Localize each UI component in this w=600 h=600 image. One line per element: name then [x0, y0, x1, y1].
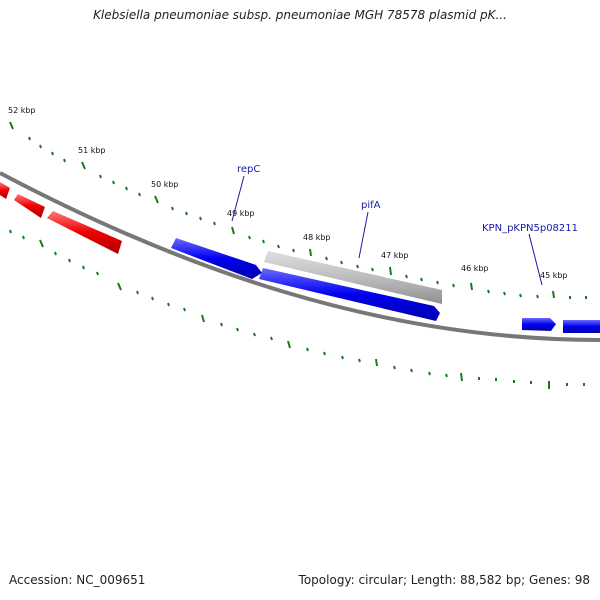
tick-label: 47 kbp — [381, 251, 409, 260]
tick-major — [117, 282, 122, 291]
tick-minor — [82, 265, 85, 270]
tick-minor — [420, 277, 423, 282]
tick-label: 49 kbp — [227, 209, 255, 218]
tick-minor — [253, 332, 256, 337]
tick-labels: 52 kbp 51 kbp 50 kbp 49 kbp 48 kbp 47 kb… — [8, 106, 568, 280]
tick-minor — [503, 291, 506, 296]
tick-minor — [125, 186, 128, 191]
tick-label: 51 kbp — [78, 146, 106, 155]
gene-forward-repC[interactable] — [171, 238, 262, 279]
tick-minor — [96, 271, 99, 276]
tick-major — [470, 282, 473, 291]
tick-major — [9, 121, 14, 130]
inner-tick-track — [9, 229, 585, 389]
tick-minor — [487, 289, 490, 294]
gene-labels: repC pifA KPN_pKPN5p08211 — [237, 164, 578, 234]
tick-minor — [393, 365, 396, 370]
tick-minor — [68, 258, 71, 263]
tick-minor — [185, 211, 188, 216]
tick-minor — [323, 351, 326, 356]
tick-minor — [167, 302, 170, 307]
tick-minor — [151, 296, 154, 301]
tick-label: 46 kbp — [461, 264, 489, 273]
topology-summary: Topology: circular; Length: 88,582 bp; G… — [298, 573, 590, 587]
tick-minor — [213, 221, 216, 226]
gene-label-leaders — [231, 175, 543, 286]
gene-label-pifA: pifA — [361, 200, 381, 211]
tick-major — [375, 358, 378, 367]
leader-line — [358, 211, 369, 259]
tick-major — [389, 266, 392, 276]
tick-major — [309, 248, 312, 257]
tick-minor — [358, 358, 361, 363]
tick-major — [201, 314, 205, 323]
tick-label: 50 kbp — [151, 180, 179, 189]
tick-minor — [292, 248, 295, 253]
tick-minor — [436, 280, 439, 285]
tick-minor — [306, 347, 309, 352]
outer-tick-track — [9, 121, 587, 299]
tick-minor — [63, 158, 66, 163]
map-title: Klebsiella pneumoniae subsp. pneumoniae … — [93, 8, 507, 22]
gene-forward-pifA[interactable] — [259, 268, 440, 321]
tick-minor — [51, 151, 54, 156]
tick-minor — [22, 235, 25, 240]
gene-reverse[interactable] — [14, 194, 45, 218]
tick-minor — [39, 144, 42, 149]
tick-minor — [199, 216, 202, 221]
tick-minor — [183, 307, 186, 312]
leader-line — [231, 175, 245, 222]
gene-forward[interactable] — [522, 318, 556, 331]
backbone-ring — [0, 171, 600, 342]
accession-label: Accession: NC_009651 — [9, 573, 146, 587]
tick-major — [231, 226, 235, 235]
gene-reverse[interactable] — [0, 182, 10, 199]
tick-minor — [371, 267, 374, 272]
tick-minor — [171, 206, 174, 211]
tick-minor — [136, 290, 139, 295]
tick-minor — [356, 264, 359, 269]
tick-minor — [325, 256, 328, 261]
tick-minor — [270, 336, 273, 341]
tick-minor — [452, 283, 455, 288]
tick-label: 45 kbp — [540, 271, 568, 280]
tick-minor — [445, 373, 448, 378]
leader-line — [528, 233, 543, 286]
reverse-genes — [0, 182, 122, 254]
tick-major — [460, 372, 463, 382]
tick-minor — [341, 355, 344, 360]
tick-major — [154, 195, 159, 204]
tick-minor — [428, 371, 431, 376]
gene-pseudo[interactable] — [264, 251, 442, 304]
tick-major — [39, 239, 44, 248]
tick-minor — [236, 327, 239, 332]
tick-minor — [519, 293, 522, 298]
tick-major — [81, 161, 86, 170]
tick-minor — [54, 251, 57, 256]
tick-minor — [248, 235, 251, 240]
tick-minor — [262, 239, 265, 244]
tick-minor — [28, 136, 31, 141]
tick-minor — [277, 244, 280, 249]
tick-label: 52 kbp — [8, 106, 36, 115]
tick-major — [552, 290, 555, 299]
gene-reverse[interactable] — [47, 211, 122, 254]
tick-minor — [340, 260, 343, 265]
tick-minor — [536, 294, 539, 299]
tick-major — [287, 340, 291, 349]
tick-minor — [138, 192, 141, 197]
tick-label: 48 kbp — [303, 233, 331, 242]
gene-label-repC: repC — [237, 164, 260, 175]
tick-minor — [9, 229, 12, 234]
tick-minor — [99, 174, 102, 179]
tick-minor — [220, 322, 223, 327]
forward-genes — [171, 238, 600, 333]
gene-forward-KPN_pKPN5p08211[interactable] — [563, 320, 600, 333]
tick-minor — [405, 274, 408, 279]
gene-label-KPN_pKPN5p08211: KPN_pKPN5p08211 — [482, 223, 578, 234]
tick-minor — [410, 368, 413, 373]
tick-minor — [112, 180, 115, 185]
